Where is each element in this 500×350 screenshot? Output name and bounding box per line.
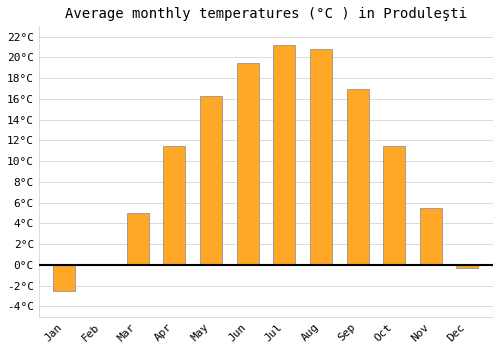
Bar [200,96,222,265]
Bar [164,146,186,265]
Bar [236,63,258,265]
Bar [126,213,148,265]
Bar [274,45,295,265]
Bar [456,265,478,268]
Bar [346,89,368,265]
Bar [420,208,442,265]
Bar [310,49,332,265]
Bar [383,146,405,265]
Bar [54,265,76,291]
Title: Average monthly temperatures (°C ) in Produleşti: Average monthly temperatures (°C ) in Pr… [65,7,467,21]
